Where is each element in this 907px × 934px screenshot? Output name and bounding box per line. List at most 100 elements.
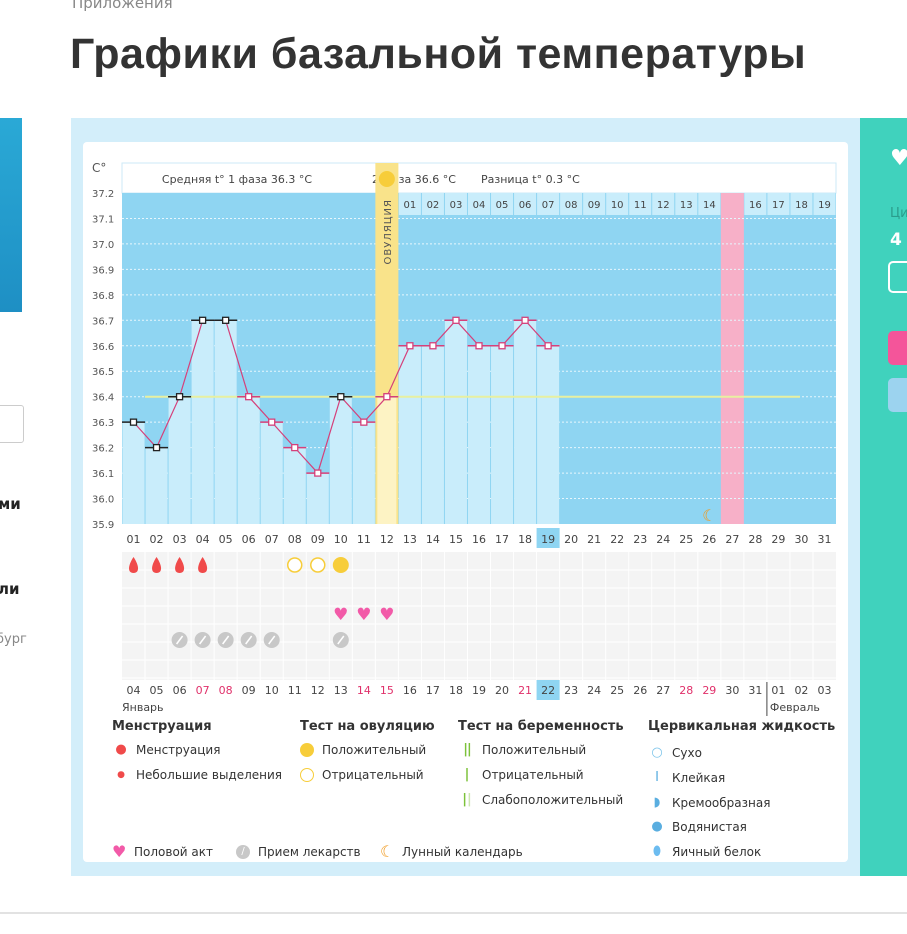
legend-item: | Отрицательный [460, 768, 584, 783]
luteal-day-label: 05 [496, 200, 509, 211]
luteal-day-label: 11 [634, 200, 647, 211]
luteal-day-cell [629, 193, 652, 215]
luteal-day-label: 08 [565, 200, 578, 211]
cycle-day-label: 18 [518, 533, 532, 546]
temperature-bar [398, 345, 421, 524]
y-tick-label: 36.4 [92, 393, 114, 404]
cycle-day-label: 12 [380, 533, 394, 546]
cycle-day-label: 08 [288, 533, 302, 546]
date-label: 06 [173, 684, 187, 697]
menstruation-drop-icon [152, 557, 162, 573]
moon-icon: ☾ [380, 842, 395, 861]
date-label: 11 [288, 684, 302, 697]
date-label: 14 [357, 684, 371, 697]
heart-icon: ♥ [333, 605, 348, 625]
luteal-day-label: 13 [680, 200, 693, 211]
luteal-day-cell [537, 193, 560, 215]
sidebar-text: ми [0, 495, 21, 513]
events-grid [122, 552, 836, 680]
temperature-point [406, 342, 414, 350]
heart-icon: ♥ [890, 146, 907, 171]
legend-label: Водянистая [672, 820, 747, 834]
temperature-bar [260, 422, 283, 524]
luteal-day-label: 12 [657, 200, 670, 211]
date-label: 07 [196, 684, 210, 697]
panel-button[interactable] [888, 261, 907, 293]
small-drop-icon: ● [117, 770, 125, 780]
temperature-point [383, 393, 391, 401]
cycle-day-label: 04 [196, 533, 210, 546]
pill-stripe [222, 635, 230, 645]
legend-item: ☾ Лунный календарь [380, 842, 523, 861]
temperature-point [221, 316, 230, 324]
share-button-2[interactable] [888, 378, 907, 412]
temperature-bar [168, 396, 191, 524]
cycle-day-label: 30 [794, 533, 808, 546]
cycle-day-label: 13 [403, 533, 417, 546]
cycle-day-label: 16 [472, 533, 486, 546]
temperature-bar [122, 422, 145, 524]
date-label: 16 [403, 684, 417, 697]
luteal-day-label: 16 [749, 200, 762, 211]
divider [0, 912, 907, 914]
y-tick-label: 36.3 [92, 418, 114, 429]
sidebar-banner[interactable] [0, 118, 22, 312]
temperature-bar [214, 320, 237, 524]
ovulation-label: ОВУЛЯЦИЯ [383, 199, 394, 265]
y-tick-label: 36.6 [92, 342, 114, 353]
temperature-point [198, 316, 207, 324]
share-button[interactable] [888, 331, 907, 365]
cycle-day-label: 17 [495, 533, 509, 546]
luteal-day-cell [398, 193, 421, 215]
temperature-bar [329, 396, 352, 524]
breadcrumb[interactable]: Приложения [72, 0, 173, 12]
cycle-day-label: 24 [656, 533, 670, 546]
temperature-bar [467, 345, 491, 524]
panel-value: 4 [890, 230, 902, 250]
cycle-day-label: 27 [725, 533, 739, 546]
difference-label: Разница t° 0.3 °C [481, 173, 580, 186]
ovulation-dot [378, 171, 395, 187]
menstruation-drop-icon [198, 557, 208, 573]
legend-label: Кремообразная [672, 796, 771, 810]
y-tick-label: 37.2 [92, 189, 114, 200]
temperature-point [360, 418, 368, 426]
temperature-point [129, 418, 138, 426]
cycle-day-label: 25 [679, 533, 693, 546]
legend-item: Положительный [300, 743, 426, 757]
cycle-day-label: 10 [334, 533, 348, 546]
cycle-day-label: 29 [771, 533, 785, 546]
egg-white-icon: ⬮ [652, 844, 662, 859]
panel-label: Ци [890, 206, 907, 221]
sidebar-input[interactable] [0, 405, 24, 443]
legend-label: Прием лекарств [258, 845, 361, 859]
cycle-day-label: 09 [311, 533, 325, 546]
legend-title-cervical: Цервикальная жидкость [648, 719, 836, 734]
cycle-day-label: 06 [242, 533, 256, 546]
negative-circle-icon [300, 768, 314, 782]
legend-label: Яичный белок [672, 845, 762, 859]
legend-label: Менструация [136, 743, 221, 757]
cycle-day-label: 20 [564, 533, 578, 546]
legend-title-pregnancy: Тест на беременность [458, 719, 624, 734]
date-label: 28 [679, 684, 693, 697]
date-label: 29 [702, 684, 716, 697]
legend-label: Положительный [482, 743, 587, 757]
legend-item: || Слабоположительный [460, 792, 623, 808]
temperature-bar [145, 447, 168, 524]
faint-lines-icon: || [462, 792, 472, 807]
luteal-day-label: 14 [703, 200, 716, 211]
date-label: 03 [817, 684, 831, 697]
temperature-point [245, 393, 253, 401]
highlight-day-column [720, 193, 744, 524]
temperature-point [337, 393, 345, 401]
temperature-point [291, 443, 299, 452]
phase1-label: Средняя t° 1 фаза 36.3 °C [162, 173, 312, 186]
legend-item: ♥ Половой акт [112, 844, 213, 860]
bbt-chart[interactable]: Средняя t° 1 фаза 36.3 °C 2 фаза 36.6 °C Р… [83, 142, 848, 862]
sidebar-text: бург [0, 632, 27, 647]
menstruation-drop-icon [129, 557, 139, 573]
y-tick-label: 36.5 [92, 367, 114, 378]
legend-label: Сухо [672, 746, 702, 760]
cycle-day-label: 05 [219, 533, 233, 546]
